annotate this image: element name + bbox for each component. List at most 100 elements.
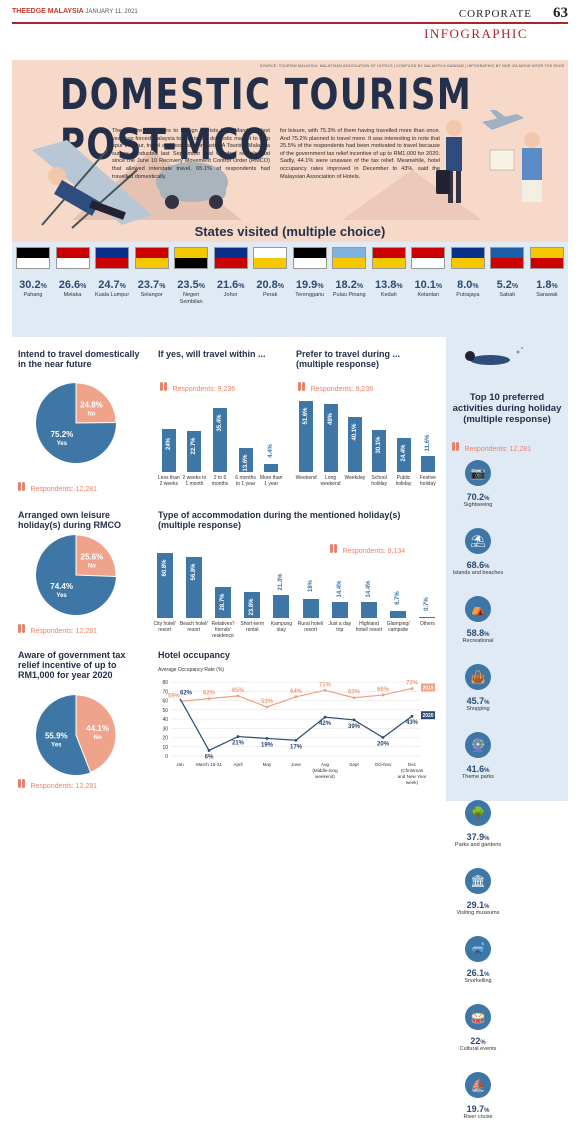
accom-chart: 60.8% City hotel/ resort 56.8% Beach hotel/… [150,540,442,640]
state-pct: 19.9% [295,279,324,291]
person-icon [452,442,455,451]
state-item: 23.7% Selangor [133,247,171,305]
person-icon [18,779,21,788]
pie-label-no: No [88,564,96,570]
activity-pct: 22% [470,1036,486,1046]
category-label: Long weekend [320,475,341,487]
bar [420,455,435,472]
bar-value-label: 60.8% [161,559,168,577]
when-chart: 24% Less than 2 weeks 22.7% 2 weeks to 1 mo… [156,396,284,496]
bar-value-label: 24.4% [400,444,407,462]
category-label: 2 to 6 months [211,475,229,487]
x-tick-label: Aug [321,762,330,767]
category-label: School holiday [371,475,388,487]
bar [396,438,411,472]
bar-value-label: 11.6% [424,434,431,452]
state-name: Perak [263,292,278,298]
category-label: Kampung stay [270,621,293,633]
person-icon [334,544,337,553]
activity-pct: 68.6% [466,560,490,570]
activity-pct: 37.9% [466,832,490,842]
page-number: 63 [553,5,568,21]
car-illustration [156,162,228,209]
point-value-label: 62% [180,691,193,697]
intro-paragraph-right: for leisure, with 75.3% of them having t… [280,128,440,180]
bar-value-label: 23.8% [249,598,256,616]
when-title: If yes, will travel within ... [158,349,266,359]
aware-respondents: Respondents: 12,281 [18,775,97,793]
person-icon [22,624,25,633]
intend-title: Intend to travel domestically in the nea… [18,349,140,369]
tree-icon: 🌳 [465,800,491,826]
x-tick-label: (Middle-long [312,768,338,773]
state-pct: 1.8% [536,279,558,291]
y-tick-label: 60 [162,699,168,705]
person-icon [456,442,459,451]
activities-title: Top 10 preferred activities during holid… [452,392,562,425]
activity-pct: 29.1% [466,900,490,910]
point-value-label: 42% [319,721,332,727]
point-value-label: 66% [377,687,390,693]
state-name: Putrajaya [456,292,480,298]
bar [390,610,407,618]
state-item: 5.2% Sabah [488,247,526,305]
state-flag-icon [213,247,248,269]
bar-value-label: 30.1% [376,436,383,454]
point-value-label: 53% [261,699,274,705]
x-tick-label: (Christmas [401,768,424,773]
state-pct: 30.2% [19,279,47,291]
activity-name: Islands and beaches [452,570,504,576]
aware-pie: 44.1% No 55.9% Yes [36,694,117,775]
snorkel-icon: 🤿 [465,936,491,962]
state-item: 18.2% Pulau Pinang [330,247,368,305]
category-label: Glamping/ campsite [386,621,410,633]
data-point [323,715,327,719]
person-icon [330,544,333,553]
bar [185,556,202,618]
state-pct: 20.8% [256,279,285,291]
category-label: Just a day trip [328,621,352,633]
state-name: Melaka [63,292,82,298]
activity-name: Sightseeing [463,502,493,508]
activity-name: Parks and gardens [454,842,502,848]
y-tick-label: 20 [162,736,168,742]
state-item: 26.6% Melaka [54,247,92,305]
traveller-illustration [436,120,542,203]
data-point [207,697,211,701]
data-point [236,694,240,698]
state-item: 10.1% Kelantan [409,247,447,305]
museum-icon: 🏛 [465,868,491,894]
x-tick-label: Sept [349,762,359,767]
drum-icon: 🥁 [465,1004,491,1030]
point-value-label: 19% [261,742,274,748]
ferris-wheel-icon: 🎡 [465,732,491,758]
tent-icon: ⛺ [465,596,491,622]
bar-value-label: 51.6% [303,407,310,425]
activities-list: 📷 70.2% Sightseeing ⛱ 68.6% Islands and b… [448,460,566,1140]
point-value-label: 71% [319,682,332,688]
category-label: Others [419,621,435,627]
x-tick-label: week) [406,780,419,785]
state-flag-icon [490,247,525,269]
state-pct: 5.2% [496,279,519,291]
category-label: Short-term rental [240,621,264,633]
legend-label: 2019 [422,685,433,691]
point-value-label: 62% [203,691,216,697]
pie-label-yes-pct: 55.9% [45,732,68,741]
bar [419,617,436,618]
activity-name: Cultural events [459,1046,497,1052]
beach-icon: ⛱ [465,528,491,554]
bar [161,428,176,472]
bar-value-label: 35.4% [217,414,223,432]
state-item: 20.8% Perak [251,247,289,305]
state-item: 8.0% Putrajaya [449,247,487,305]
state-pct: 23.7% [137,279,166,291]
state-flag-icon [292,247,327,269]
point-value-label: 20% [377,742,390,748]
category-label: 6 months to 1 year [235,475,256,487]
arranged-pie: 25.6% No 74.4% Yes [36,534,117,615]
data-point [323,688,327,692]
person-icon [18,482,21,491]
state-flag-icon [16,247,50,269]
person-icon [22,482,25,491]
